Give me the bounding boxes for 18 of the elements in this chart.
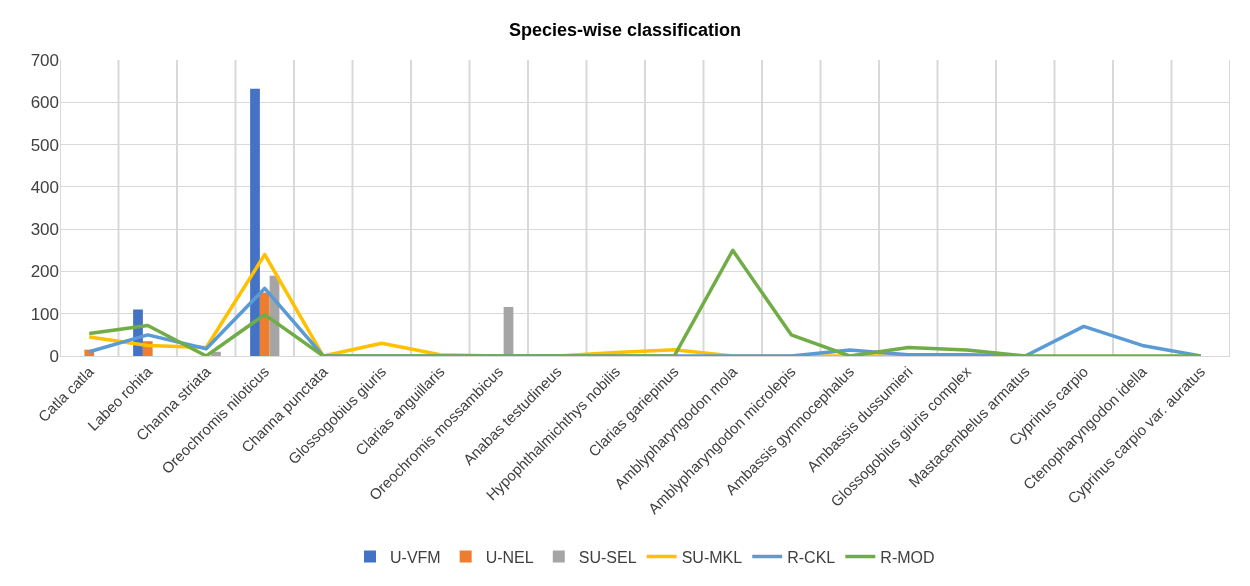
y-tick-label: 500 — [30, 135, 59, 155]
legend-label: U-VFM — [390, 548, 441, 566]
chart-title: Species-wise classification — [508, 20, 742, 41]
y-tick-label: 300 — [30, 220, 59, 240]
legend-label: SU-SEL — [578, 548, 637, 566]
line-series — [87, 248, 1203, 356]
y-tick-label: 700 — [30, 50, 59, 70]
y-tick-label: 200 — [30, 262, 59, 282]
legend-label: U-NEL — [485, 548, 534, 566]
bar — [250, 88, 260, 356]
y-tick-label: 600 — [30, 93, 59, 113]
y-tick-label: 100 — [30, 304, 59, 324]
legend-label: R-MOD — [880, 548, 935, 566]
legend-label: R-CKL — [787, 548, 836, 566]
y-tick-label: 0 — [49, 346, 59, 366]
legend-label: SU-MKL — [681, 548, 743, 566]
bar — [259, 292, 270, 356]
y-tick-label: 400 — [30, 177, 59, 197]
